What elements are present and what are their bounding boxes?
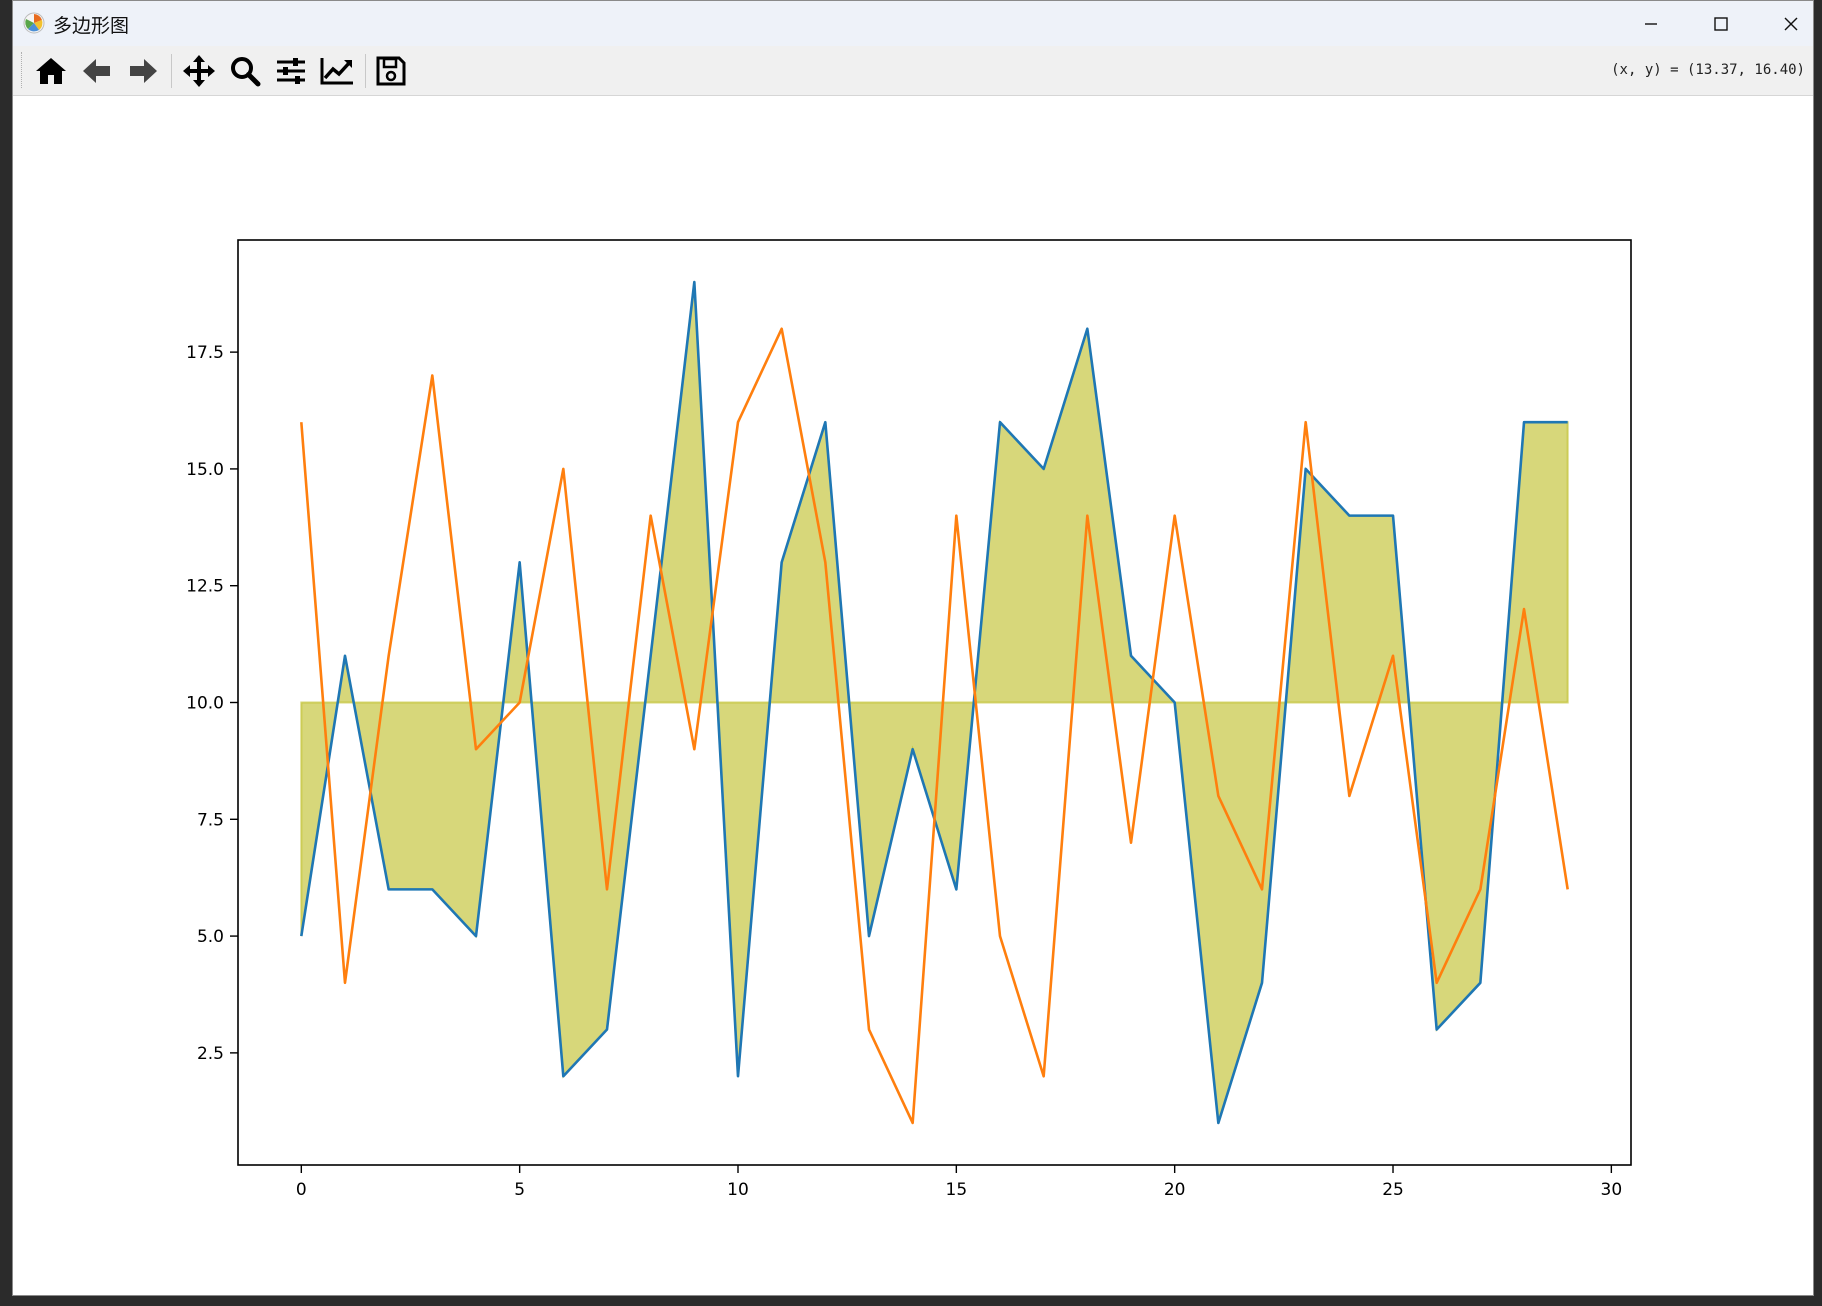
arrow-right-icon (130, 59, 157, 83)
maximize-icon (1714, 16, 1728, 31)
close-button[interactable] (1756, 1, 1822, 46)
x-tick-label: 20 (1164, 1180, 1186, 1200)
y-tick-label: 7.5 (197, 810, 224, 830)
series-line-2 (300, 327, 1569, 1125)
x-tick-label: 15 (946, 1180, 968, 1200)
toolbar-separator (171, 54, 172, 88)
toolbar-grip (21, 52, 24, 88)
navigation-toolbar: (x, y) = (13.37, 16.40) (13, 46, 1813, 96)
y-tick-label: 12.5 (186, 577, 224, 597)
title-bar: 多边形图 (13, 1, 1813, 46)
sliders-icon (277, 58, 305, 84)
cursor-coordinates: (x, y) = (13.37, 16.40) (1611, 62, 1805, 78)
move-icon (183, 55, 215, 87)
maximize-button[interactable] (1686, 1, 1756, 46)
x-tick-label: 30 (1601, 1180, 1623, 1200)
configure-subplots-button[interactable] (271, 52, 311, 90)
home-button[interactable] (31, 52, 71, 90)
home-icon (36, 58, 66, 84)
zoom-button[interactable] (225, 52, 265, 90)
figure-window: 多边形图 (12, 0, 1814, 1296)
toolbar-separator (365, 54, 366, 88)
y-tick-label: 2.5 (197, 1044, 224, 1064)
x-tick-label: 5 (514, 1180, 525, 1200)
line-chart: 0 5 10 15 20 25 30 2.5 5.0 7.5 10.0 12.5 15.0 17.5 (186, 239, 1632, 1200)
figure-canvas[interactable]: 0 5 10 15 20 25 30 2.5 5.0 7.5 10.0 12.5 15.0 17.5 (13, 96, 1813, 1294)
x-tick-label: 10 (727, 1180, 749, 1200)
close-icon (1784, 17, 1798, 30)
forward-button[interactable] (123, 52, 163, 90)
pan-button[interactable] (179, 52, 219, 90)
y-tick-label: 15.0 (186, 460, 224, 480)
y-tick-label: 10.0 (186, 694, 224, 714)
minimize-button[interactable] (1616, 1, 1686, 46)
y-tick-label: 5.0 (197, 927, 224, 947)
line-chart-icon (320, 58, 353, 85)
arrow-left-icon (83, 59, 110, 83)
minimize-icon (1645, 22, 1657, 25)
window-title: 多边形图 (53, 15, 130, 37)
x-tick-label: 25 (1382, 1180, 1404, 1200)
magnifier-icon (231, 57, 261, 87)
back-button[interactable] (77, 52, 117, 90)
save-button[interactable] (371, 52, 411, 90)
y-tick-label: 17.5 (186, 343, 224, 363)
edit-axes-button[interactable] (317, 52, 357, 90)
app-icon (23, 12, 45, 34)
floppy-disk-icon (376, 56, 406, 86)
x-tick-label: 0 (296, 1180, 307, 1200)
